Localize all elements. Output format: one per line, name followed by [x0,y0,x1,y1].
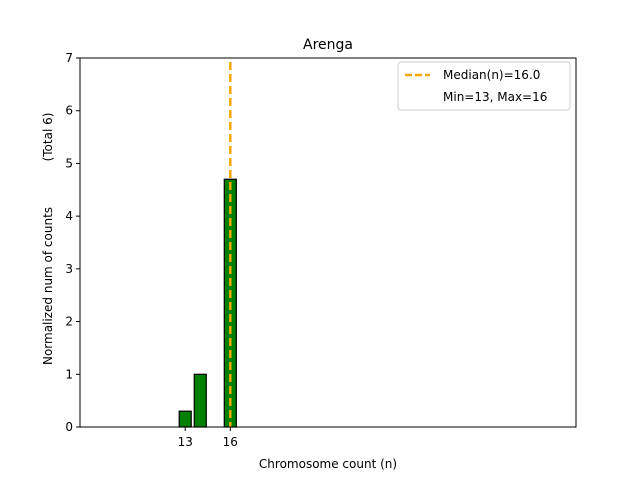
y-tick-label: 0 [65,420,73,434]
plot-area [80,58,576,427]
y-axis-total-note: (Total 6) [41,113,55,162]
y-tick-label: 3 [65,262,73,276]
legend-box [397,61,571,111]
y-tick-label: 5 [65,156,73,170]
x-tick-label: 13 [178,435,193,449]
chart-title: Arenga [303,37,353,53]
y-tick-label: 4 [65,209,73,223]
x-tick-label: 16 [223,435,238,449]
y-tick-label: 7 [65,51,73,65]
x-axis-label: Chromosome count (n) [259,457,397,471]
legend-entry-minmax: Min=13, Max=16 [443,90,547,104]
y-tick-label: 2 [65,315,73,329]
y-ticks: 0 1 2 3 4 5 6 7 [65,51,80,434]
x-ticks: 13 16 [178,427,238,449]
legend: Median(n)=16.0 Min=13, Max=16 [397,61,571,111]
bar-n-14 [193,373,207,428]
plot-frame [79,57,577,428]
bar-n-13 [178,410,192,428]
legend-entry-median: Median(n)=16.0 [443,68,540,82]
y-tick-label: 1 [65,367,73,381]
y-axis-label: Normalized num of counts [41,207,55,365]
y-tick-label: 6 [65,104,73,118]
